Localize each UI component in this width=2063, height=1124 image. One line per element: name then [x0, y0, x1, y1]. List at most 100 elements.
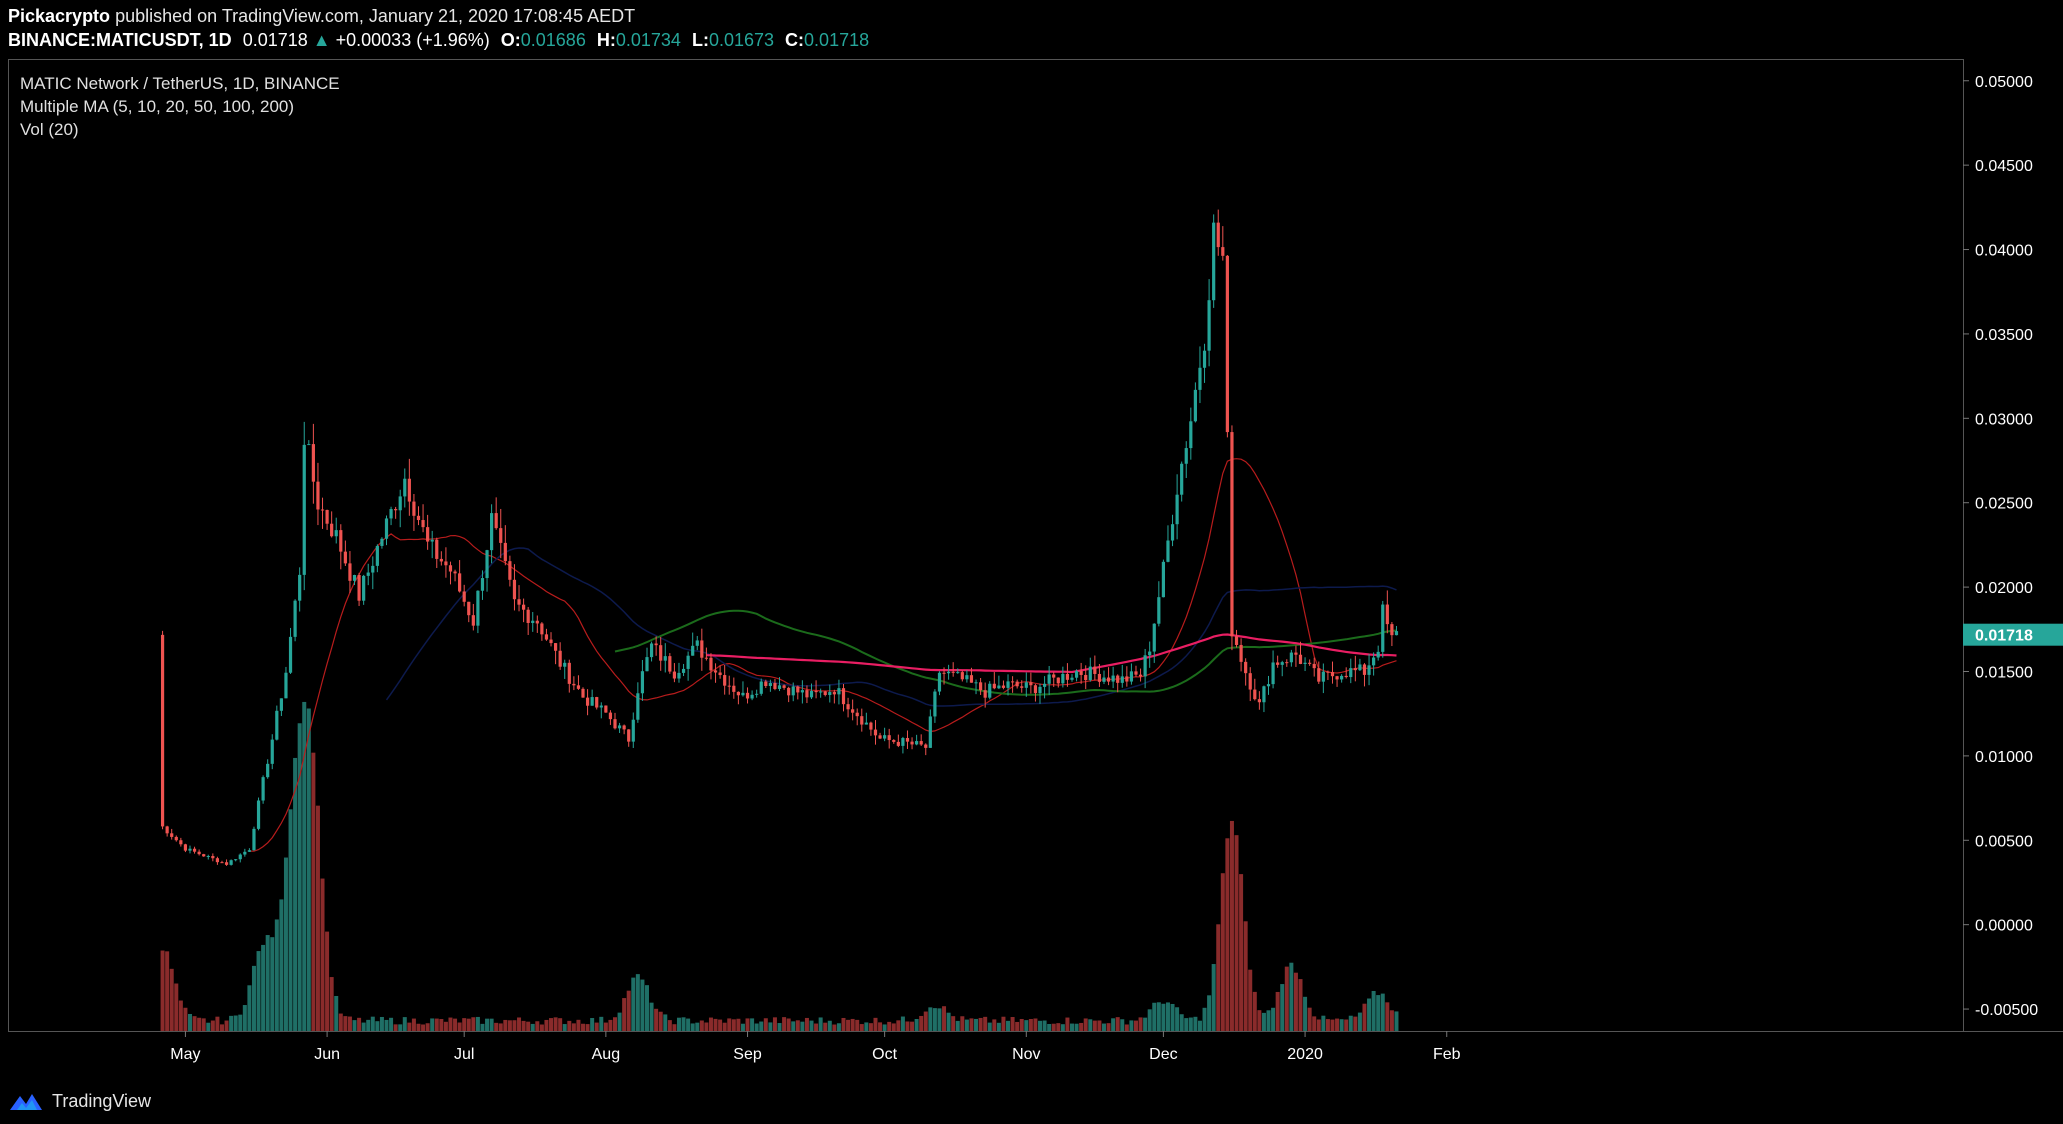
candle-down [1010, 681, 1015, 683]
volume-bar [389, 1017, 394, 1031]
volume-bar [297, 723, 302, 1031]
candle-down [458, 573, 462, 592]
volume-bar [562, 1024, 567, 1031]
volume-bar [841, 1017, 846, 1031]
volume-bar [1271, 1007, 1276, 1031]
last-price-tag [1963, 623, 2063, 646]
candle-up [1161, 561, 1165, 598]
candle-up [1376, 651, 1380, 658]
volume-bar [786, 1018, 791, 1031]
candle-up [1166, 540, 1170, 562]
ma-200-line [706, 633, 1397, 674]
volume-bar [1165, 1002, 1170, 1031]
volume-bar [1275, 991, 1280, 1031]
candle-up [279, 698, 283, 711]
candle-up [1175, 494, 1179, 525]
candle-up [1184, 448, 1188, 464]
volume-bar [800, 1021, 805, 1031]
candle-down [494, 513, 498, 529]
candle-down [1093, 666, 1097, 674]
candle-up [1157, 597, 1161, 624]
candle-up [1148, 651, 1152, 656]
volume-bar [955, 1020, 960, 1031]
candle-up [1303, 662, 1307, 664]
volume-bar [599, 1016, 604, 1031]
candle-up [1207, 300, 1211, 351]
volume-bar [1243, 921, 1248, 1031]
candle-down [887, 735, 891, 741]
candle-down [311, 444, 315, 482]
volume-bar [558, 1018, 563, 1031]
volume-bar [329, 977, 334, 1031]
volume-bar [407, 1022, 412, 1031]
candle-up [947, 671, 951, 674]
legend-title[interactable]: MATIC Network / TetherUS, 1D, BINANCE [20, 74, 340, 93]
candle-up [1321, 671, 1325, 682]
volume-bar [603, 1022, 608, 1031]
volume-bar [699, 1020, 704, 1031]
volume-bar [288, 809, 293, 1031]
candle-down [668, 656, 672, 672]
volume-bar [1060, 1024, 1065, 1031]
volume-bar [178, 1000, 183, 1031]
candle-up [1070, 677, 1074, 680]
price-tick-label: 0.00000 [1975, 918, 2033, 935]
volume-bar [343, 1016, 348, 1031]
volume-bar [718, 1019, 723, 1031]
legend-ma[interactable]: Multiple MA (5, 10, 20, 50, 100, 200) [20, 97, 295, 116]
volume-bar [1111, 1018, 1116, 1031]
volume-bar [1152, 1002, 1157, 1031]
volume-bar [1316, 1019, 1321, 1031]
volume-bar [526, 1021, 531, 1031]
candle-up [777, 685, 782, 689]
candle-down [727, 685, 731, 687]
candle-down [1029, 682, 1033, 686]
volume-bar [379, 1016, 384, 1031]
volume-bar [1197, 1020, 1202, 1031]
volume-bar [1211, 964, 1216, 1031]
candle-down [960, 672, 964, 680]
candle-up [1074, 671, 1079, 678]
close-value: 0.01718 [804, 30, 870, 50]
volume-bar [750, 1018, 755, 1031]
candle-up [686, 655, 690, 669]
volume-bar [283, 857, 288, 1031]
candle-up [1061, 673, 1065, 684]
volume-bar [868, 1023, 873, 1031]
volume-bar [1179, 1014, 1184, 1031]
volume-bar [814, 1023, 819, 1031]
volume-bar [635, 974, 640, 1031]
volume-bar [727, 1018, 732, 1031]
candle-up [617, 725, 622, 729]
candle-down [174, 836, 178, 841]
price-chart[interactable]: 0.05000 0.04500 0.04000 0.03500 0.03000 0.025… [8, 59, 2063, 1075]
brand-label[interactable]: TradingView [52, 1090, 152, 1111]
tradingview-logo-icon[interactable] [8, 1090, 44, 1112]
candle-down [1308, 662, 1312, 664]
candle-down [330, 523, 334, 537]
candle-down [581, 688, 585, 698]
candle-down [165, 826, 169, 834]
candle-up [1120, 676, 1124, 683]
author-name[interactable]: Pickacrypto [8, 6, 111, 26]
candle-down [814, 690, 818, 693]
candle-down [782, 685, 786, 688]
volume-bar [585, 1024, 590, 1031]
volume-bar [567, 1020, 572, 1031]
volume-bar [210, 1020, 215, 1031]
chart-panel[interactable]: 0.05000 0.04500 0.04000 0.03500 0.03000 0.025… [8, 59, 2063, 1075]
volume-bar [676, 1017, 681, 1031]
candle-down [823, 691, 827, 695]
volume-bar [1234, 835, 1239, 1031]
time-tick-label: Sep [733, 1046, 762, 1063]
publish-header: Pickacrypto published on TradingView.com… [8, 6, 635, 27]
legend-vol[interactable]: Vol (20) [20, 120, 79, 139]
volume-bar [1006, 1020, 1011, 1031]
volume-bar [430, 1018, 435, 1031]
candle-up [1266, 684, 1271, 687]
volume-bar [974, 1018, 979, 1031]
candle-up [229, 860, 233, 865]
candle-down [1225, 255, 1229, 433]
volume-bar [370, 1016, 375, 1031]
volume-bar [247, 985, 252, 1031]
